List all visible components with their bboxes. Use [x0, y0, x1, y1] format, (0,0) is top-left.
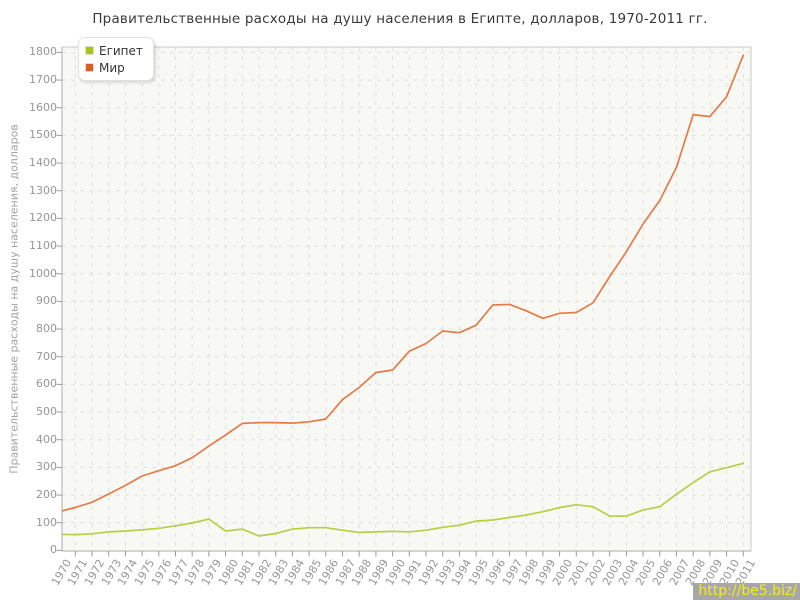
legend-item-world: Мир	[85, 59, 143, 76]
y-tick-label: 1500	[29, 128, 57, 142]
y-tick-label: 1100	[29, 239, 57, 253]
y-tick-label: 900	[36, 294, 57, 308]
series-line-Мир	[62, 54, 745, 512]
chart-title: Правительственные расходы на душу населе…	[92, 11, 708, 27]
y-tick-label: 800	[36, 322, 57, 336]
y-tick-label: 1200	[29, 211, 57, 225]
y-tick-label: 200	[36, 488, 57, 502]
y-tick-label: 700	[36, 349, 57, 363]
y-tick-label: 500	[36, 405, 57, 419]
world-series-swatch	[85, 63, 94, 72]
y-tick-label: 1700	[29, 73, 57, 87]
y-tick-label: 600	[36, 377, 57, 391]
y-tick-label: 300	[36, 460, 57, 474]
y-tick-label: 1600	[29, 100, 57, 114]
legend-label-egypt: Египет	[99, 43, 143, 58]
series-line-Египет	[62, 462, 745, 537]
y-tick-label: 100	[36, 515, 57, 529]
watermark-link[interactable]: http://be5.biz/	[693, 583, 800, 600]
legend: Египет Мир	[78, 37, 154, 81]
y-tick-label: 1300	[29, 183, 57, 197]
y-tick-label: 400	[36, 432, 57, 446]
y-tick-label: 1400	[29, 156, 57, 170]
legend-label-world: Мир	[99, 60, 125, 75]
y-tick-label: 1000	[29, 266, 57, 280]
egypt-series-swatch	[85, 46, 94, 55]
y-tick-label: 1800	[29, 45, 57, 59]
legend-item-egypt: Египет	[85, 42, 143, 59]
y-tick-label: 0	[50, 543, 57, 557]
